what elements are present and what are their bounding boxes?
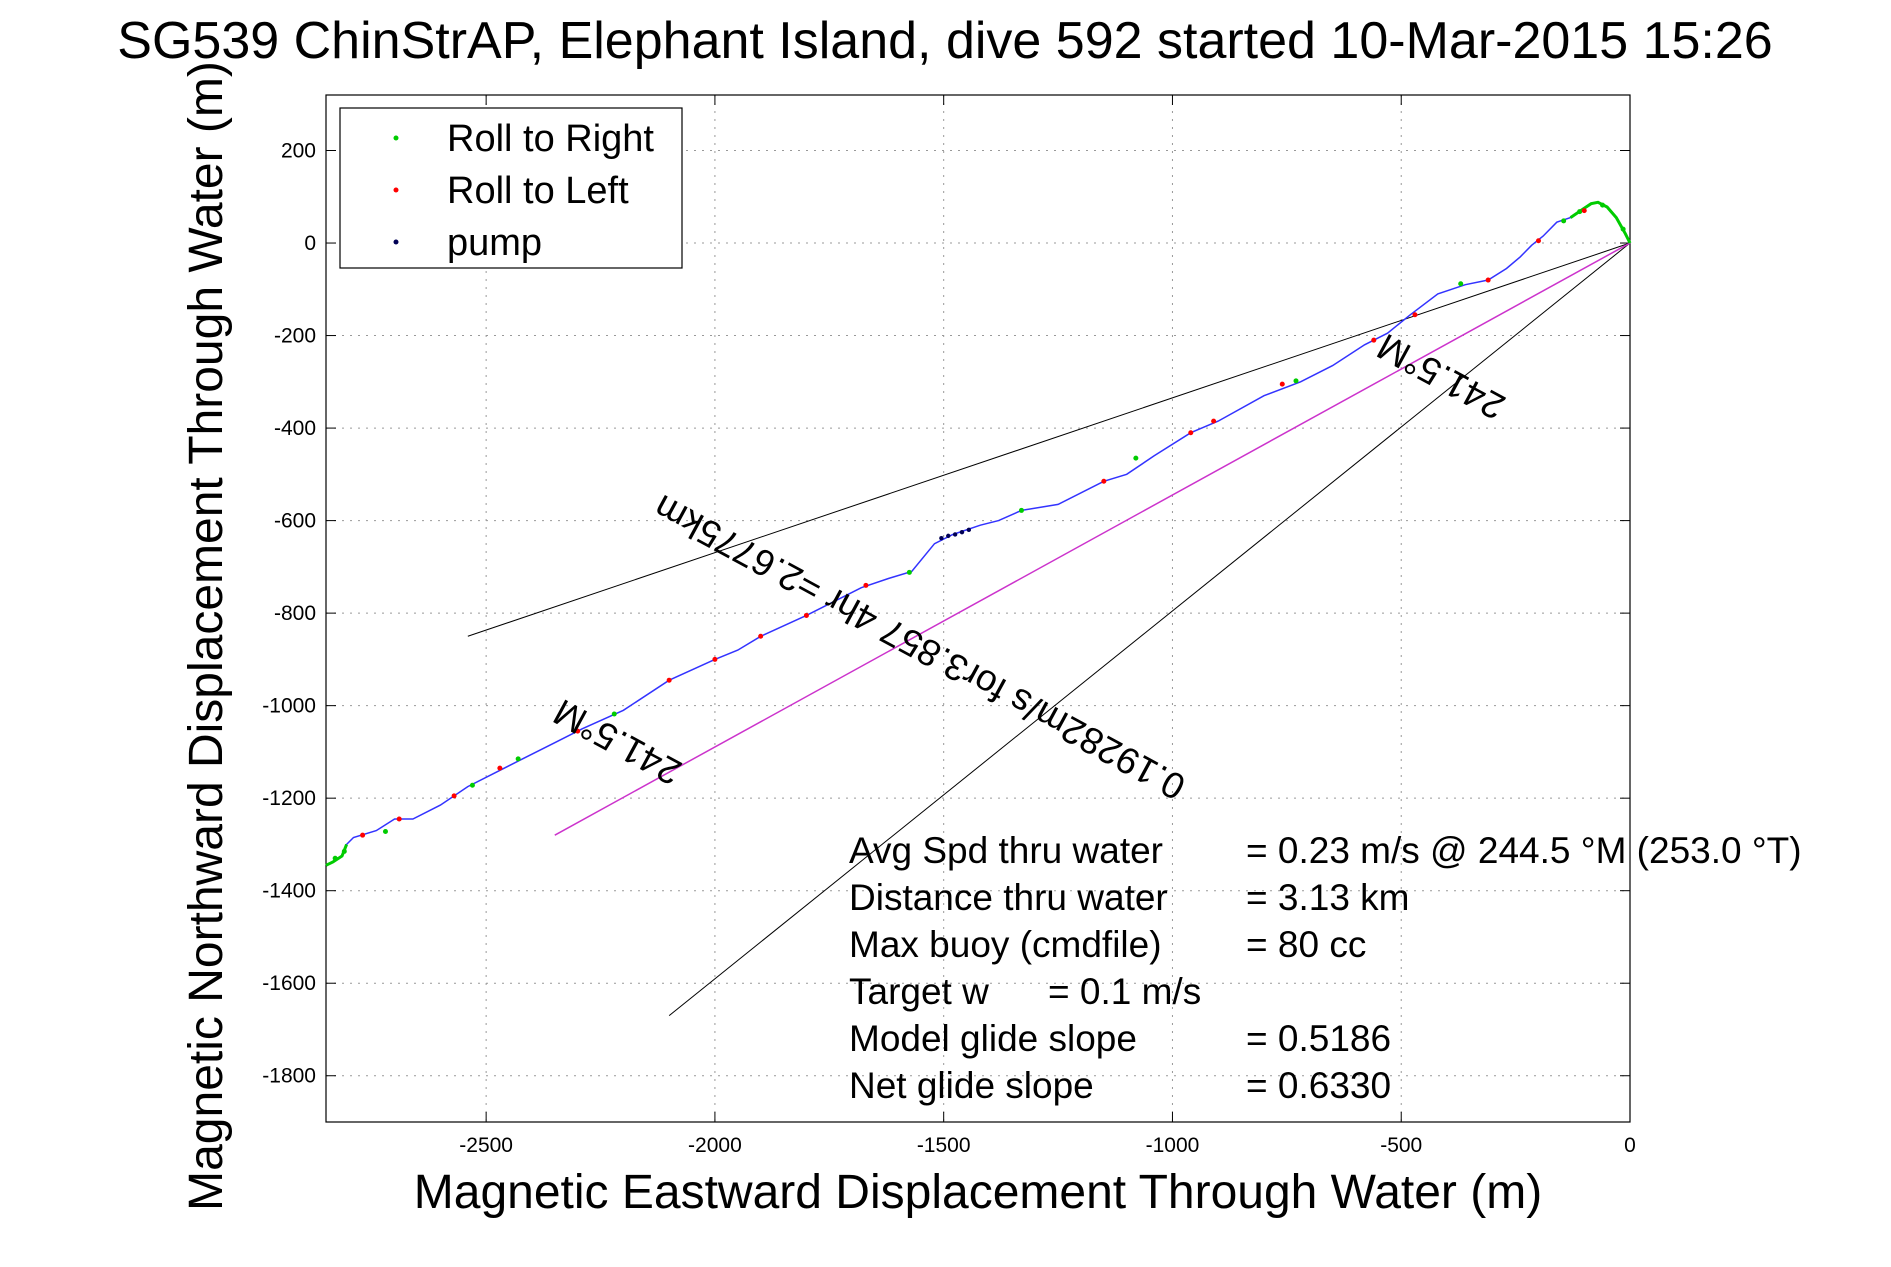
stat-value: = 0.6330 <box>1246 1065 1391 1106</box>
plot-frame <box>325 94 1631 1123</box>
x-tick-label: -500 <box>1380 1134 1422 1157</box>
reference-lines <box>467 242 1631 1016</box>
roll-left-point <box>1101 478 1107 484</box>
roll-right-point <box>1293 378 1299 384</box>
roll-left-point <box>360 832 366 838</box>
bearing-line <box>668 242 1631 1016</box>
stat-label: Target w <box>849 971 989 1012</box>
stat-label: Distance thru water <box>849 877 1168 918</box>
pump-point <box>952 532 958 537</box>
y-tick-label: -800 <box>274 602 316 625</box>
roll-left-point <box>396 816 402 822</box>
roll-left-point <box>1581 208 1587 214</box>
y-tick-label: -200 <box>274 325 316 348</box>
pump-point <box>959 529 965 535</box>
roll-right-point <box>1018 507 1024 513</box>
roll-left-point <box>1188 430 1194 436</box>
roll-left-point <box>575 728 581 734</box>
glider-track <box>325 201 1631 866</box>
y-tick-label: -1000 <box>262 695 316 718</box>
stat-value: = 3.13 km <box>1246 877 1410 918</box>
x-tick-label: -1500 <box>917 1134 971 1157</box>
axes: -2500 -2000 -1500 -1000 -500 0 200 0 -200 -400 -60… <box>262 94 1636 1157</box>
y-axis-label: Magnetic Northward Displacement Through … <box>180 61 233 1211</box>
roll-right-point <box>341 848 347 854</box>
legend-entry-label: pump <box>447 222 542 264</box>
x-axis-label: Magnetic Eastward Displacement Through W… <box>414 1166 1542 1219</box>
y-tick-label: 0 <box>304 232 316 255</box>
x-tick-label: -2500 <box>459 1134 513 1157</box>
x-tick-label: -1000 <box>1146 1134 1200 1157</box>
y-tick-label: -600 <box>274 510 316 533</box>
roll-left-point <box>451 793 457 799</box>
roll-left-point <box>758 633 764 639</box>
stat-label: Max buoy (cmdfile) <box>849 924 1162 965</box>
roll-left-point <box>1371 337 1377 343</box>
stat-label: Model glide slope <box>849 1018 1137 1059</box>
pump-point <box>939 535 944 541</box>
track-roll-right-segment <box>1569 200 1632 244</box>
roll-right-point <box>332 855 338 861</box>
markers-layer <box>332 202 1626 861</box>
course-line <box>554 242 1631 836</box>
annotation-label: 241.5°M <box>547 691 688 793</box>
roll-left-point <box>1211 418 1217 424</box>
y-tick-label: -1600 <box>262 972 316 995</box>
track-roll-right-segment <box>325 843 348 867</box>
y-tick-label: 200 <box>281 140 316 163</box>
stat-value: = 0.1 m/s <box>1048 971 1201 1012</box>
roll-left-point <box>666 677 672 683</box>
chart-title: SG539 ChinStrAP, Elephant Island, dive 5… <box>117 12 1772 70</box>
annotation-label: 0.19282m/s for3.857 4hr =2.6775km <box>647 487 1192 808</box>
stats-block: Avg Spd thru water = 0.23 m/s @ 244.5 °M … <box>849 830 1802 1106</box>
roll-right-point <box>1620 226 1626 232</box>
roll-left-point <box>497 765 503 771</box>
roll-right-point <box>906 569 912 575</box>
stat-label: Avg Spd thru water <box>849 830 1163 871</box>
roll-left-point <box>1535 238 1541 244</box>
roll-left-point <box>1485 277 1491 283</box>
legend: Roll to Right Roll to Left pump <box>339 107 683 269</box>
legend-entry-label: Roll to Left <box>447 170 629 212</box>
roll-right-point <box>1458 281 1464 287</box>
roll-right-point <box>469 782 475 788</box>
pump-point <box>966 527 972 533</box>
roll-right-point <box>1577 209 1583 215</box>
x-tick-label: -2000 <box>688 1134 742 1157</box>
roll-right-point <box>611 711 617 717</box>
legend-marker <box>393 135 399 141</box>
roll-left-point <box>1412 312 1418 318</box>
roll-right-point <box>1600 202 1606 208</box>
y-tick-label: -400 <box>274 417 316 440</box>
legend-entry-label: Roll to Right <box>447 118 654 160</box>
y-tick-label: -1800 <box>262 1065 316 1088</box>
roll-right-point <box>382 828 388 834</box>
roll-right-point <box>515 756 521 762</box>
legend-marker <box>393 239 399 245</box>
track-layer <box>325 200 1632 867</box>
x-tick-label: 0 <box>1624 1134 1636 1157</box>
roll-right-point <box>1133 455 1139 461</box>
stat-value: = 0.5186 <box>1246 1018 1391 1059</box>
pump-point <box>946 533 951 539</box>
legend-marker <box>393 187 399 193</box>
y-tick-label: -1200 <box>262 787 316 810</box>
annotation-label: 241.5°M <box>1371 326 1512 428</box>
y-tick-label: -1400 <box>262 880 316 903</box>
stat-value: = 80 cc <box>1246 924 1366 965</box>
stat-value: = 0.23 m/s @ 244.5 °M (253.0 °T) <box>1246 830 1802 871</box>
bearing-line <box>467 242 1631 637</box>
stat-label: Net glide slope <box>849 1065 1094 1106</box>
roll-left-point <box>1279 381 1285 387</box>
roll-right-point <box>1561 218 1567 224</box>
roll-left-point <box>712 656 718 662</box>
roll-left-point <box>863 582 869 588</box>
roll-left-point <box>803 612 809 618</box>
